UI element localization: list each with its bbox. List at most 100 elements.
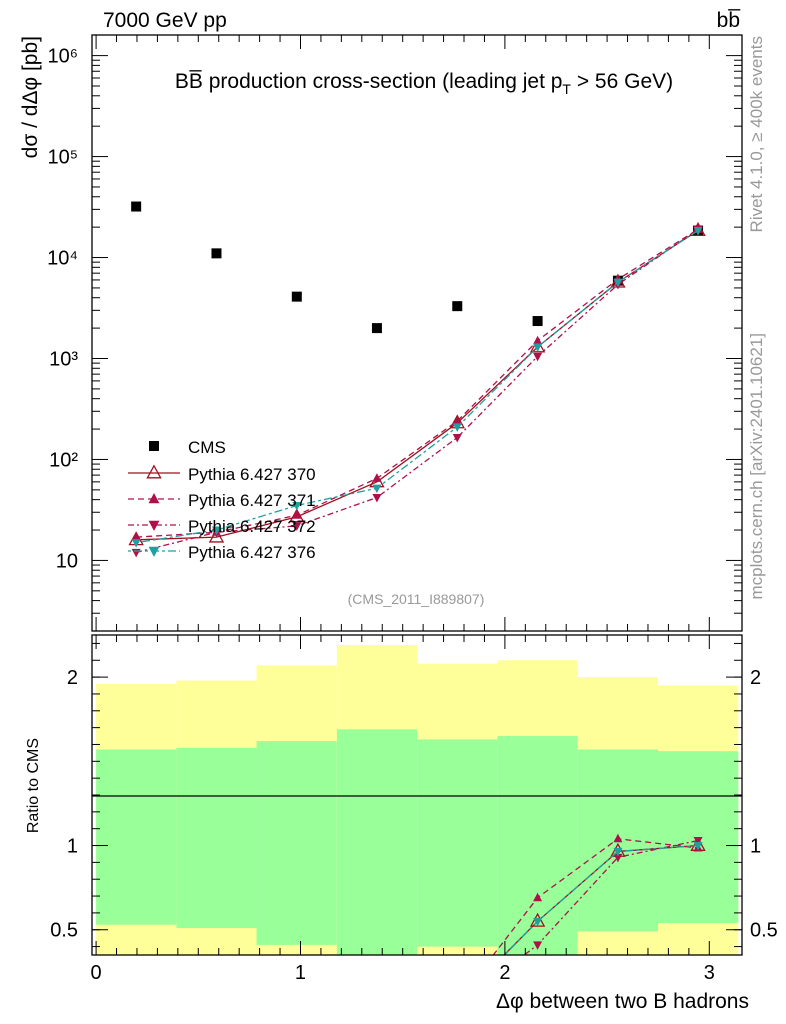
data-point	[292, 510, 302, 519]
x-axis-label: Δφ between two B hadrons	[496, 990, 749, 1013]
data-point	[211, 526, 221, 536]
band-green	[96, 749, 177, 925]
main-data-series	[128, 201, 706, 558]
data-point	[210, 1006, 223, 1018]
data-point	[452, 434, 462, 443]
data-point	[289, 508, 305, 523]
side-rivet-label: Rivet 4.1.0, ≥ 400k events	[747, 36, 766, 232]
y-tick-label: 10	[56, 550, 78, 572]
x-tick-label: 0	[91, 962, 102, 984]
ratio-y-tick-label: 1	[67, 836, 78, 858]
series-line	[136, 230, 699, 544]
data-point	[372, 1003, 381, 1012]
data-point	[292, 1009, 301, 1018]
legend-entry: Pythia 6.427 371	[128, 491, 316, 510]
data-point	[372, 1007, 381, 1016]
series-line	[136, 228, 699, 538]
data-point	[132, 1010, 141, 1019]
data-point	[693, 842, 703, 851]
data-point	[372, 473, 382, 482]
data-point	[613, 847, 623, 857]
plot-title: BB̅ production cross-section (leading je…	[175, 70, 673, 97]
data-point	[372, 1006, 381, 1015]
ratio-y-tick-label-right: 2	[750, 667, 761, 689]
data-point	[452, 423, 462, 432]
legend-label: Pythia 6.427 372	[188, 517, 316, 536]
series-pythia-6-427-372	[132, 836, 703, 1019]
band-green	[417, 739, 498, 947]
series-cms	[131, 201, 704, 334]
x-tick-label: 3	[704, 962, 715, 984]
legend-entry: Pythia 6.427 376	[128, 543, 316, 562]
plot-title-main: BB̅ production cross-section (leading je…	[175, 70, 563, 93]
plot-title-end: > 56 GeV)	[571, 70, 673, 93]
data-point	[292, 1010, 301, 1019]
legend-marker	[146, 464, 162, 479]
legend-label: Pythia 6.427 376	[188, 543, 316, 562]
legend-label: Pythia 6.427 371	[188, 491, 316, 510]
data-point	[613, 833, 623, 843]
data-point	[291, 291, 302, 302]
data-point	[372, 494, 382, 503]
series-line	[136, 230, 699, 541]
process-label: bb̅	[717, 9, 742, 32]
legend-label: Pythia 6.427 370	[188, 465, 316, 484]
data-point	[212, 1010, 221, 1019]
data-point	[290, 1006, 303, 1018]
data-point	[131, 548, 141, 558]
ratio-y-tick-label-right: 1	[750, 836, 761, 858]
data-point	[452, 301, 463, 312]
y-tick-label: 10³	[49, 349, 78, 371]
legend-marker	[149, 441, 159, 451]
ratio-y-tick-label: 2	[67, 667, 78, 689]
legend-label: CMS	[188, 438, 226, 457]
beam-label: 7000 GeV pp	[103, 9, 227, 32]
data-point	[292, 1008, 301, 1017]
ratio-y-tick-label: 0.5	[50, 920, 78, 942]
data-point	[130, 1007, 143, 1019]
series-line	[135, 228, 699, 554]
side-site-label: mcplots.cern.ch [arXiv:2401.10621]	[747, 333, 766, 599]
data-point	[292, 501, 302, 511]
legend-entry: Pythia 6.427 370	[128, 464, 316, 484]
data-point	[292, 522, 302, 531]
ratio-axis-ticks: 0.5 0.5 1 1 2 2 0 1 2 3	[50, 635, 778, 984]
data-point	[453, 1000, 462, 1009]
series-pythia-6-427-376	[131, 227, 703, 548]
series-pythia-6-427-376	[132, 842, 703, 1019]
data-point	[131, 539, 141, 548]
data-point	[532, 316, 543, 327]
series-line	[492, 838, 699, 955]
data-point	[452, 416, 462, 425]
y-axis-label-main: dσ / dΔφ [pb]	[19, 36, 42, 158]
data-point	[370, 1002, 383, 1014]
data-point	[453, 1002, 462, 1011]
plot-title-subscript: T	[562, 81, 571, 97]
ratio-y-tick-label-right: 0.5	[750, 920, 778, 942]
legend-marker	[148, 520, 160, 531]
data-point	[613, 853, 623, 863]
y-tick-label: 10⁵	[47, 147, 78, 169]
legend-marker	[148, 546, 160, 557]
data-point	[533, 892, 543, 902]
x-tick-label: 2	[499, 962, 510, 984]
legend: CMS Pythia 6.427 370 Pythia 6.427 371 Pythi…	[128, 438, 316, 562]
data-point	[131, 532, 141, 541]
data-point	[132, 1010, 141, 1019]
data-point	[211, 248, 222, 259]
data-point	[533, 917, 543, 927]
ratio-uncertainty-bands	[96, 645, 739, 955]
data-point	[132, 1009, 141, 1018]
data-point	[451, 995, 464, 1007]
legend-marker	[148, 493, 160, 504]
data-point	[533, 335, 543, 345]
data-point	[533, 941, 543, 950]
legend-entry: Pythia 6.427 372	[128, 517, 316, 536]
main-axis-ticks: 10 10² 10³ 10⁴ 10⁵ 10⁶	[47, 35, 742, 632]
series-line	[503, 844, 699, 955]
y-tick-label: 10²	[49, 449, 78, 471]
data-point	[693, 227, 703, 236]
y-axis-label-ratio: Ratio to CMS	[25, 738, 42, 833]
main-frame	[91, 34, 743, 632]
